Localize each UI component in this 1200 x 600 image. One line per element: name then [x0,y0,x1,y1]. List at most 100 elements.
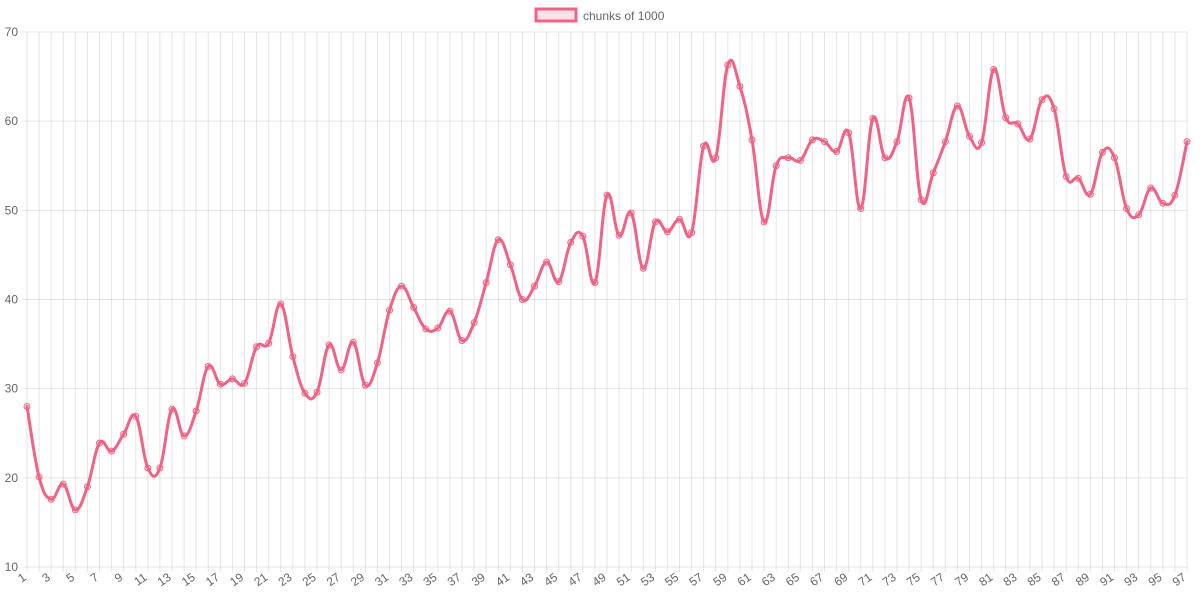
data-point [47,495,55,503]
data-point [1111,154,1118,162]
data-point [978,139,986,147]
data-point [784,154,792,162]
x-tick-label: 75 [904,570,923,589]
data-point [289,353,297,361]
x-tick-label: 25 [300,570,319,589]
legend[interactable]: chunks of 1000 [534,7,665,23]
data-point [120,430,128,438]
data-point [663,228,671,236]
data-point [1002,114,1010,122]
data-point [1038,96,1046,104]
data-point [700,142,708,150]
data-point [1135,211,1143,219]
data-point [821,138,828,146]
x-tick-label: 77 [928,570,947,589]
data-point [373,359,381,367]
data-point [796,156,804,164]
data-point [905,94,913,102]
data-point [845,129,853,137]
y-tick-label: 20 [5,471,19,485]
x-tick-label: 49 [590,570,609,589]
y-tick-label: 60 [5,114,19,128]
x-tick-label: 85 [1025,570,1044,589]
data-point [857,205,865,213]
data-point [1014,120,1022,128]
x-tick-label: 43 [517,570,536,589]
data-point [760,218,768,226]
data-point [386,306,393,314]
legend-label[interactable]: chunks of 1000 [583,9,665,23]
y-tick-label: 50 [5,203,19,217]
x-tick-label: 1 [15,570,29,585]
x-tick-label: 91 [1097,570,1116,589]
data-point [591,279,599,287]
data-point [434,324,442,332]
x-tick-label: 31 [372,570,391,589]
data-point [966,132,973,140]
data-point [470,319,478,327]
data-point [180,432,188,440]
data-point [748,136,756,144]
data-point [531,282,538,290]
data-point [941,138,949,146]
data-point [676,215,683,223]
data-point [241,379,248,387]
y-tick-label: 70 [5,25,19,39]
data-point [361,381,369,389]
data-point [627,209,635,217]
x-tick-label: 53 [638,570,657,589]
data-point [337,366,345,374]
data-point [772,162,780,170]
data-point [506,261,514,269]
x-tick-label: 97 [1170,570,1189,589]
data-point [192,407,200,415]
data-point [204,362,212,370]
data-point [651,218,659,226]
data-point [277,300,285,308]
data-point [325,341,333,349]
data-point [168,405,176,413]
x-tick-label: 27 [324,570,343,589]
data-point [59,480,67,488]
data-point [1147,184,1155,192]
x-tick-label: 37 [445,570,464,589]
y-tick-label: 30 [5,382,19,396]
data-point [265,339,273,347]
x-tick-label: 57 [686,570,705,589]
x-tick-label: 63 [759,570,778,589]
data-point [1183,138,1191,146]
data-point [228,375,236,383]
data-point [349,338,357,346]
x-tick-label: 45 [541,570,560,589]
x-tick-label: 73 [880,570,899,589]
data-point [893,138,901,146]
data-point [929,169,937,177]
data-point [990,65,998,73]
data-point [808,136,816,144]
data-point [71,506,79,514]
data-point [555,278,563,286]
x-tick-label: 87 [1049,570,1068,589]
data-point [446,307,454,315]
y-tick-label: 10 [5,560,19,574]
data-point [35,473,43,481]
data-point [688,229,696,237]
x-tick-label: 29 [348,570,367,589]
data-point [216,380,224,388]
x-tick-label: 33 [396,570,415,589]
data-point [83,483,91,491]
legend-swatch[interactable] [534,7,578,23]
x-tick-label: 61 [735,570,754,589]
data-point [712,154,720,162]
data-point [253,343,261,351]
x-tick-label: 51 [614,570,633,589]
x-tick-label: 83 [1001,570,1020,589]
data-point [603,191,611,199]
data-point [313,388,321,396]
x-tick-label: 3 [39,570,53,585]
data-point [518,296,526,303]
data-point [1026,135,1034,143]
x-tick-label: 69 [831,570,850,589]
